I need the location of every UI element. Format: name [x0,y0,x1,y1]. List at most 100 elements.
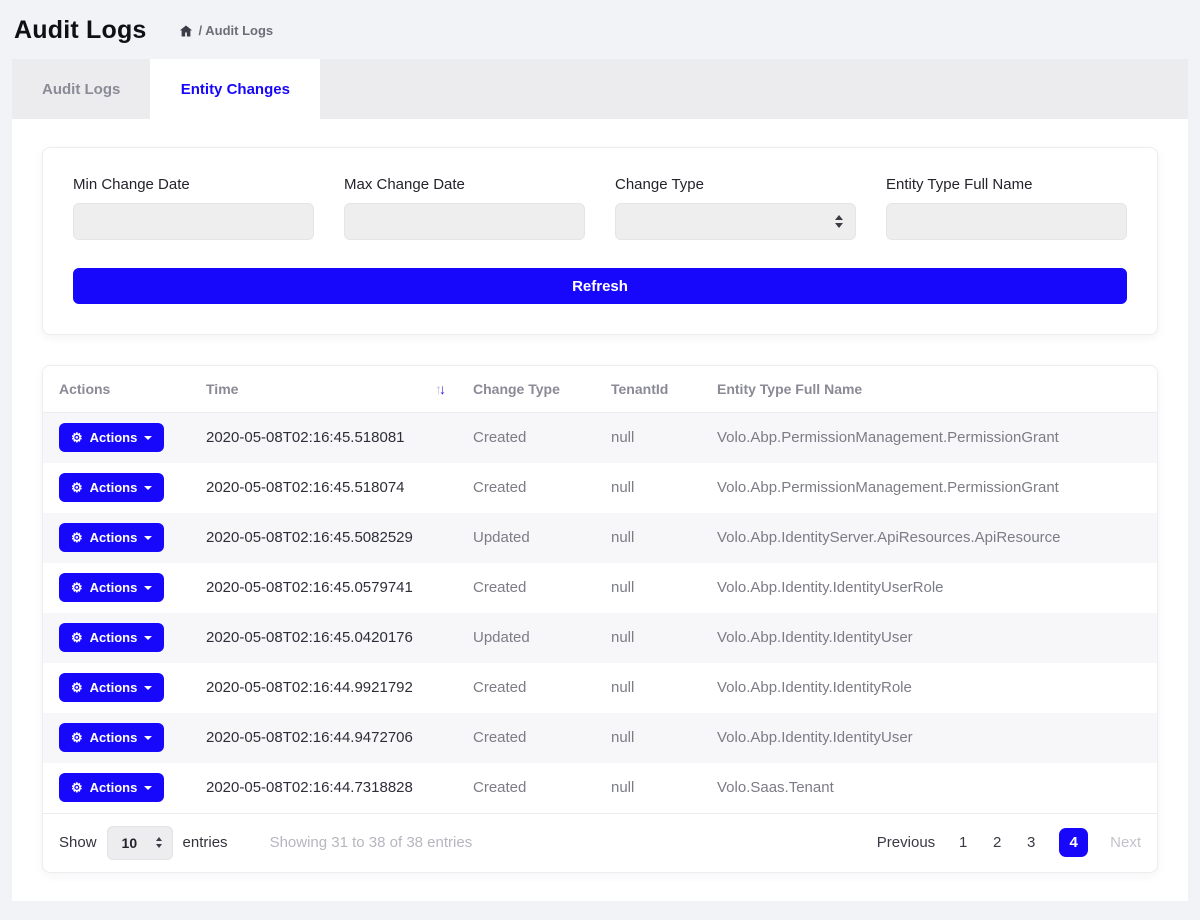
actions-button-label: Actions [89,530,138,545]
filter-entity-type: Entity Type Full Name [886,176,1127,240]
change-type-cell: Updated [473,629,530,646]
filter-change-type: Change Type [615,176,856,240]
actions-cell: ⚙ Actions [43,413,190,463]
actions-dropdown-button[interactable]: ⚙ Actions [59,523,165,552]
table-row: ⚙ Actions 2020-05-08T02:16:45.518081 Cre… [43,412,1157,463]
pagination: Previous 1 2 3 4 Next [877,828,1141,857]
tab-audit-logs[interactable]: Audit Logs [42,80,121,98]
gear-icon: ⚙ [71,630,83,645]
page-size-select[interactable]: 10 [106,825,173,860]
pagination-page-button[interactable]: 2 [992,834,1002,851]
time-cell: 2020-05-08T02:16:44.9472706 [206,729,413,746]
pagination-next[interactable]: Next [1110,834,1141,851]
gear-icon: ⚙ [71,730,83,745]
column-header-time[interactable]: Time ↑↓ [190,366,457,413]
time-cell: 2020-05-08T02:16:45.518074 [206,479,405,496]
actions-cell: ⚙ Actions [43,713,190,763]
table-row: ⚙ Actions 2020-05-08T02:16:44.9921792 Cr… [43,663,1157,713]
pagination-page-button[interactable]: 1 [958,834,968,851]
tenant-id-cell: null [611,679,635,696]
entity-type-cell: Volo.Abp.Identity.IdentityUser [717,629,913,646]
tab-content: Min Change Date Max Change Date Change T… [12,119,1188,901]
actions-dropdown-button[interactable]: ⚙ Actions [59,673,165,702]
change-type-cell: Updated [473,529,530,546]
actions-cell: ⚙ Actions [43,513,190,563]
up-down-arrows-icon [835,215,843,228]
tenant-id-cell: null [611,729,635,746]
pagination-previous[interactable]: Previous [876,834,936,851]
column-header-change-type: Change Type [457,366,595,413]
actions-dropdown-button[interactable]: ⚙ Actions [59,573,165,602]
change-type-cell: Created [473,579,527,596]
entity-type-cell: Volo.Saas.Tenant [717,779,834,796]
chevron-down-icon [144,735,153,740]
filter-panel: Min Change Date Max Change Date Change T… [42,147,1158,335]
actions-cell: ⚙ Actions [43,563,190,613]
change-type-cell: Created [473,779,527,796]
pagination-pages: 1 2 3 4 [957,828,1089,857]
actions-button-label: Actions [89,730,138,745]
breadcrumb: / Audit Logs [179,23,274,38]
entity-changes-table-panel: Actions Time ↑↓ Change Type TenantId Ent… [42,365,1158,873]
chevron-down-icon [144,785,153,790]
pagination-page-button[interactable]: 4 [1059,828,1089,857]
home-icon[interactable] [179,24,193,38]
entity-type-cell: Volo.Abp.PermissionManagement.Permission… [717,429,1059,447]
filter-max-change-date: Max Change Date [344,176,585,240]
filter-grid: Min Change Date Max Change Date Change T… [73,176,1127,240]
refresh-button[interactable]: Refresh [73,268,1127,304]
actions-button-label: Actions [89,430,138,446]
entity-type-cell: Volo.Abp.Identity.IdentityUser [717,729,913,746]
actions-button-label: Actions [89,780,138,795]
time-cell: 2020-05-08T02:16:45.0579741 [206,579,413,596]
tab-entity-changes[interactable]: Entity Changes [150,59,321,119]
entity-type-cell: Volo.Abp.IdentityServer.ApiResources.Api… [717,529,1061,546]
table-row: ⚙ Actions 2020-05-08T02:16:45.518074 Cre… [43,463,1157,513]
entity-type-input[interactable] [886,203,1127,240]
chevron-down-icon [144,535,153,540]
actions-dropdown-button[interactable]: ⚙ Actions [59,473,165,502]
table-body: ⚙ Actions 2020-05-08T02:16:45.518081 Cre… [43,412,1157,813]
filter-min-change-date: Min Change Date [73,176,314,240]
actions-button-label: Actions [89,680,138,695]
tenant-id-cell: null [611,529,635,546]
tenant-id-cell: null [611,629,635,646]
time-cell: 2020-05-08T02:16:44.9921792 [206,679,413,696]
tenant-id-cell: null [611,479,635,496]
table-footer: Show 10 entries Showing 31 to 38 of 38 e… [43,812,1157,872]
time-cell: 2020-05-08T02:16:45.518081 [206,429,405,447]
table-row: ⚙ Actions 2020-05-08T02:16:45.5082529 Up… [43,512,1157,563]
tab-bar: Audit Logs Entity Changes [12,59,1188,119]
change-type-select[interactable] [615,203,856,240]
actions-cell: ⚙ Actions [43,613,190,663]
max-change-date-input[interactable] [344,203,585,240]
breadcrumb-path: / Audit Logs [198,23,274,38]
table-row: ⚙ Actions 2020-05-08T02:16:45.0420176 Up… [43,612,1157,663]
page-title: Audit Logs [14,16,147,44]
entity-type-cell: Volo.Abp.Identity.IdentityUserRole [717,579,944,596]
column-header-entity-type: Entity Type Full Name [701,366,1157,413]
sort-arrows-icon[interactable]: ↑↓ [435,381,446,397]
entity-type-cell: Volo.Abp.Identity.IdentityRole [717,679,912,696]
page-header: Audit Logs / Audit Logs [0,0,1200,59]
time-cell: 2020-05-08T02:16:45.0420176 [206,629,413,646]
actions-dropdown-button[interactable]: ⚙ Actions [59,723,165,752]
table-row: ⚙ Actions 2020-05-08T02:16:44.7318828 Cr… [43,763,1157,813]
pagination-page-button[interactable]: 3 [1026,834,1036,851]
actions-dropdown-button[interactable]: ⚙ Actions [59,623,165,652]
change-type-label: Change Type [615,176,704,193]
table-row: ⚙ Actions 2020-05-08T02:16:44.9472706 Cr… [43,712,1157,763]
time-cell: 2020-05-08T02:16:45.5082529 [206,529,413,546]
chevron-down-icon [144,435,153,440]
actions-dropdown-button[interactable]: ⚙ Actions [59,773,165,802]
min-change-date-input[interactable] [73,203,314,240]
max-change-date-label: Max Change Date [344,176,465,193]
actions-dropdown-button[interactable]: ⚙ Actions [59,423,165,453]
gear-icon: ⚙ [71,580,83,595]
actions-cell: ⚙ Actions [43,463,190,513]
actions-cell: ⚙ Actions [43,663,190,713]
chevron-down-icon [144,685,153,690]
entity-changes-table: Actions Time ↑↓ Change Type TenantId Ent… [43,366,1157,813]
entity-type-cell: Volo.Abp.PermissionManagement.Permission… [717,479,1059,496]
